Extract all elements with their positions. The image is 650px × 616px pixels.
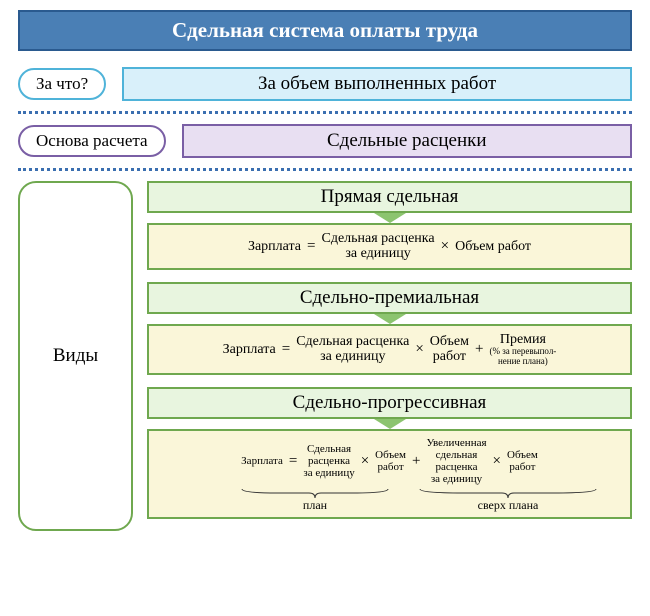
- formula-box: Зарплата=Сдельная расценказа единицу×Объ…: [147, 223, 632, 270]
- types-label: Виды: [18, 181, 133, 531]
- row-basis: Основа расчета Сдельные расценки: [18, 124, 632, 158]
- pill-what: За что?: [18, 68, 106, 100]
- types-column: Прямая сдельная Зарплата=Сдельная расценк…: [147, 181, 632, 531]
- box-basis-text: Сдельные расценки: [327, 130, 487, 151]
- connector-icon: [374, 213, 406, 223]
- type-header: Сдельно-прогрессивная: [147, 387, 632, 419]
- row-what: За что? За объем выполненных работ: [18, 67, 632, 101]
- divider-2: [18, 168, 632, 171]
- divider-1: [18, 111, 632, 114]
- pill-basis: Основа расчета: [18, 125, 166, 157]
- formula-box: Зарплата=Сдельная расценказа единицу×Объ…: [147, 324, 632, 375]
- title-text: Сдельная система оплаты труда: [172, 18, 478, 42]
- type-header: Сдельно-премиальная: [147, 282, 632, 314]
- box-what-text: За объем выполненных работ: [258, 73, 496, 94]
- types-section: Виды Прямая сдельная Зарплата=Сдельная ра…: [18, 181, 632, 531]
- connector-icon: [374, 419, 406, 429]
- pill-what-label: За что?: [36, 74, 88, 93]
- box-what-answer: За объем выполненных работ: [122, 67, 632, 101]
- type-header: Прямая сдельная: [147, 181, 632, 213]
- connector-icon: [374, 314, 406, 324]
- formula-box: Зарплата=Сдельнаярасценказа единицу×Объе…: [147, 429, 632, 519]
- title-bar: Сдельная система оплаты труда: [18, 10, 632, 51]
- box-basis-answer: Сдельные расценки: [182, 124, 632, 158]
- types-label-text: Виды: [53, 345, 98, 367]
- pill-basis-label: Основа расчета: [36, 131, 148, 150]
